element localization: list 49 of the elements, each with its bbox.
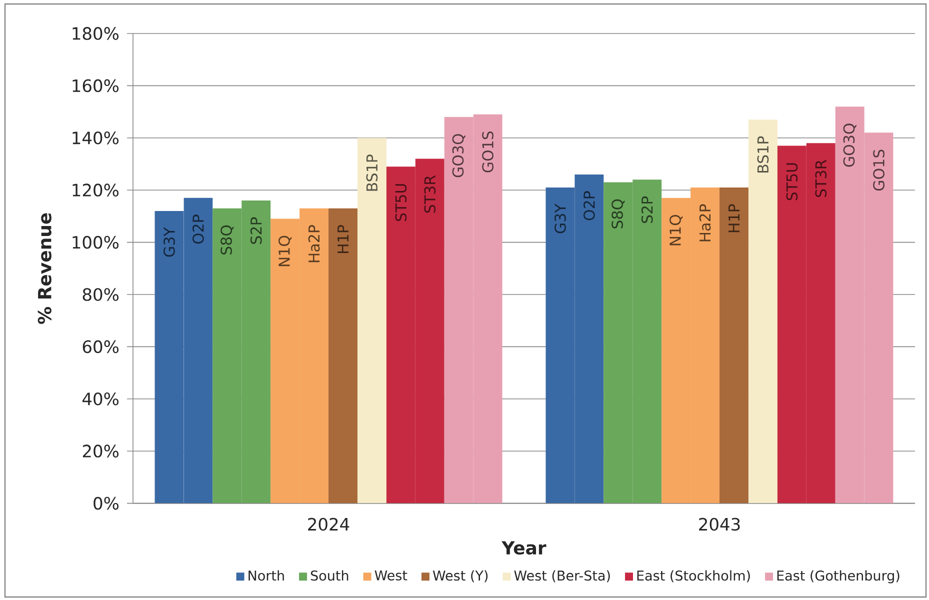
- data-label: GO3Q: [843, 124, 856, 167]
- y-tick-label: 160%: [72, 79, 119, 92]
- y-tick-label: 100%: [72, 236, 119, 249]
- x-axis-title: Year: [502, 541, 546, 555]
- data-label: H1P: [338, 225, 348, 253]
- legend-label: South: [310, 570, 348, 581]
- data-label: GO3Q: [452, 134, 466, 178]
- data-label: G3Y: [164, 227, 175, 257]
- data-label: Ha2P: [699, 204, 711, 242]
- data-label: BS1P: [757, 136, 769, 172]
- data-label: S8Q: [612, 199, 625, 228]
- data-label: ST3R: [424, 175, 436, 213]
- legend-label: North: [248, 570, 284, 581]
- data-label: ST3R: [815, 160, 827, 197]
- legend-label: East (Stockholm): [637, 570, 750, 582]
- data-label: G3Y: [554, 204, 566, 234]
- bar: [748, 120, 778, 504]
- bar: [328, 208, 358, 504]
- x-tick-label: 2043: [699, 518, 740, 531]
- y-tick-label: 180%: [72, 27, 119, 40]
- data-label: S2P: [250, 217, 262, 244]
- data-label: N1Q: [278, 236, 292, 266]
- y-tick-label: 120%: [72, 184, 119, 197]
- legend-label: East (Gothenburg): [777, 570, 900, 584]
- bar: [357, 138, 386, 504]
- legend-label: West: [374, 570, 408, 580]
- data-label: Ha2P: [308, 225, 320, 262]
- data-label: H1P: [728, 204, 740, 232]
- data-label: ST5U: [786, 163, 798, 200]
- legend-label: West (Y): [432, 570, 488, 582]
- y-tick-label: 20%: [82, 444, 119, 458]
- legend-label: West (Ber-Sta): [514, 570, 610, 582]
- data-label: O2P: [192, 214, 204, 244]
- data-label: GO1S: [873, 150, 884, 191]
- data-label: ST5U: [395, 184, 407, 222]
- x-tick-label: 2024: [308, 518, 350, 531]
- y-tick-label: 80%: [82, 288, 119, 301]
- y-tick-label: 60%: [82, 340, 119, 354]
- data-label: N1Q: [670, 214, 683, 246]
- y-tick-label: 0%: [94, 496, 119, 510]
- data-label: BS1P: [366, 154, 378, 191]
- data-label: S8Q: [220, 225, 234, 254]
- y-tick-label: 40%: [82, 392, 119, 406]
- y-axis-title: % Revenue: [38, 213, 52, 324]
- bar: [720, 187, 748, 504]
- data-label: S2P: [641, 196, 653, 223]
- data-label: O2P: [583, 191, 595, 220]
- y-tick-label: 140%: [72, 131, 119, 144]
- data-label: GO1S: [482, 131, 494, 172]
